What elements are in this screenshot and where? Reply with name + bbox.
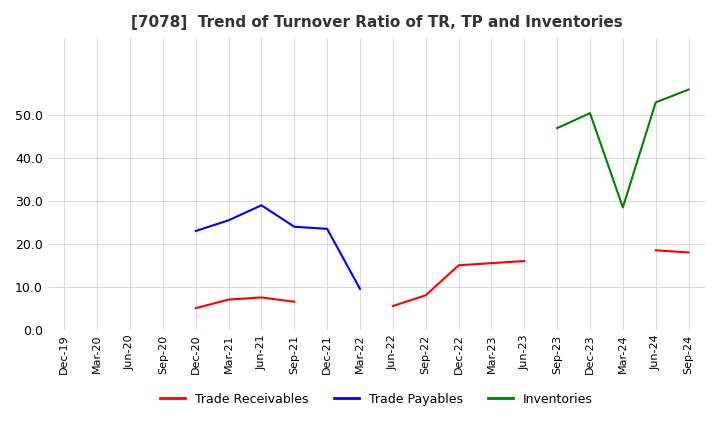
Title: [7078]  Trend of Turnover Ratio of TR, TP and Inventories: [7078] Trend of Turnover Ratio of TR, TP… [130,15,622,30]
Legend: Trade Receivables, Trade Payables, Inventories: Trade Receivables, Trade Payables, Inven… [156,388,598,411]
